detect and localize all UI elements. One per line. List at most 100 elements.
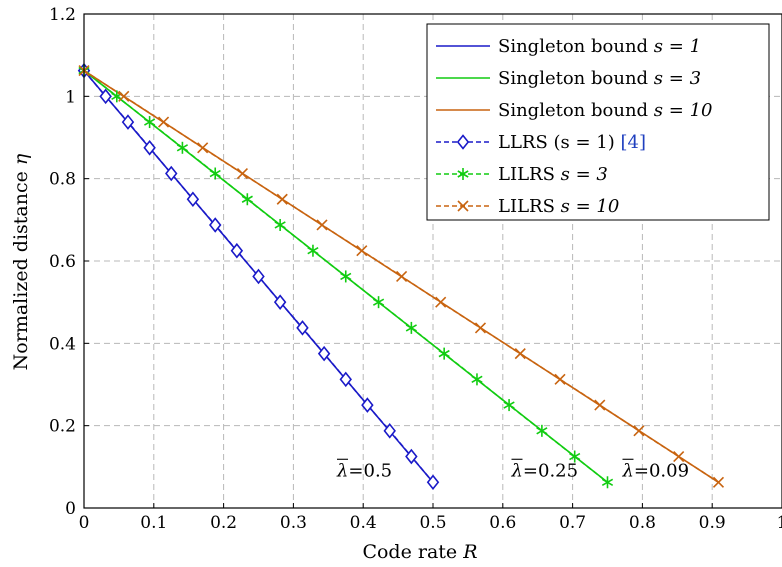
cross-stroke bbox=[158, 116, 170, 128]
data-point bbox=[143, 140, 156, 156]
diamond-marker-shape bbox=[383, 423, 396, 439]
series-line bbox=[83, 70, 434, 483]
y-tick-label: 1.2 bbox=[49, 5, 76, 25]
y-tick-label: 0 bbox=[65, 499, 76, 519]
data-point bbox=[276, 193, 288, 205]
legend-entry: LILRS s = 10 bbox=[436, 196, 619, 217]
lambda-symbol: λ bbox=[511, 460, 523, 481]
asterisk-stroke bbox=[405, 324, 417, 332]
x-tick-label: 0.5 bbox=[419, 513, 446, 533]
legend-label-name: LLRS (s = 1) bbox=[498, 132, 615, 153]
y-axis-label: Normalized distance η bbox=[10, 153, 32, 370]
data-point bbox=[317, 345, 331, 362]
lambda-symbol: λ bbox=[621, 460, 633, 481]
cross-stroke bbox=[316, 219, 328, 231]
lambda-value: =0.09 bbox=[634, 460, 689, 481]
cross-stroke bbox=[514, 348, 526, 360]
data-point bbox=[274, 218, 286, 231]
legend-label-name: Singleton bound bbox=[498, 36, 648, 57]
data-point bbox=[514, 348, 526, 360]
asterisk-stroke bbox=[601, 478, 614, 486]
data-point bbox=[197, 142, 209, 154]
legend-label-var: s = 3 bbox=[648, 68, 701, 89]
data-point bbox=[569, 450, 581, 463]
diamond-marker-shape bbox=[296, 320, 309, 336]
cross-stroke bbox=[474, 322, 487, 334]
data-point bbox=[144, 116, 156, 129]
data-point bbox=[426, 474, 440, 491]
diamond-marker-shape bbox=[165, 165, 178, 182]
diamond-marker-shape bbox=[252, 268, 265, 285]
x-tick-label: 0.8 bbox=[629, 513, 656, 533]
data-point bbox=[165, 165, 178, 182]
x-tick-label: 0.9 bbox=[699, 513, 726, 533]
y-tick-label: 0.8 bbox=[49, 170, 76, 190]
plot-series bbox=[77, 62, 725, 491]
x-tick-label: 0.7 bbox=[559, 513, 586, 533]
diamond-marker-shape bbox=[456, 134, 470, 150]
x-tick-label: 0 bbox=[79, 513, 90, 533]
asterisk-stroke bbox=[340, 272, 352, 281]
data-point bbox=[230, 242, 244, 259]
diamond-marker-shape bbox=[317, 345, 331, 362]
x-tick-label: 0.1 bbox=[140, 513, 167, 533]
data-point bbox=[383, 423, 396, 439]
legend-label-name: Singleton bound bbox=[498, 100, 648, 121]
cross-stroke bbox=[457, 200, 469, 212]
legend-label: Singleton bound s = 10 bbox=[498, 100, 712, 121]
legend-entry: Singleton bound s = 10 bbox=[436, 100, 712, 121]
data-point bbox=[118, 90, 130, 102]
annotations: λ=0.5 λ=0.25 λ=0.09 bbox=[336, 458, 689, 481]
data-point bbox=[438, 347, 450, 360]
data-point bbox=[209, 167, 221, 180]
legend-label-ref: [4] bbox=[615, 132, 646, 153]
asterisk-stroke bbox=[307, 247, 319, 255]
diamond-marker-shape bbox=[121, 114, 135, 130]
diamond-marker-shape bbox=[339, 371, 352, 388]
data-point bbox=[339, 371, 352, 388]
x-tick-label: 0.3 bbox=[280, 513, 307, 533]
lambda-value: =0.5 bbox=[348, 460, 392, 481]
data-point bbox=[673, 450, 685, 463]
asterisk-stroke bbox=[457, 170, 469, 178]
x-axis-label: Code rate R bbox=[362, 541, 477, 563]
data-point bbox=[633, 425, 645, 437]
cross-stroke bbox=[356, 245, 368, 257]
data-point bbox=[356, 245, 368, 257]
legend-entry: Singleton bound s = 1 bbox=[436, 36, 701, 57]
legend-label: Singleton bound s = 1 bbox=[498, 36, 701, 57]
data-point bbox=[296, 320, 309, 336]
data-point bbox=[208, 217, 222, 233]
x-tick-label: 0.4 bbox=[350, 513, 377, 533]
lambda-annotation: λ=0.5 bbox=[336, 460, 392, 481]
data-point bbox=[186, 191, 200, 208]
diamond-marker-shape bbox=[230, 242, 244, 259]
axis-ticks: 0 0.1 0.2 0.3 0.4 0.5 0.6 0.7 0.8 0.9 1 0 0.2 0.4 0.6 0… bbox=[49, 5, 782, 533]
cross-stroke bbox=[712, 476, 725, 488]
data-point bbox=[435, 296, 447, 308]
cross-stroke bbox=[197, 142, 209, 154]
data-point bbox=[273, 294, 287, 310]
diamond-marker-shape bbox=[186, 191, 200, 208]
y-tick-label: 0.4 bbox=[49, 334, 76, 354]
diamond-marker-shape bbox=[143, 140, 156, 156]
data-point bbox=[405, 448, 418, 465]
data-point bbox=[503, 399, 515, 412]
legend-entry: LILRS s = 3 bbox=[436, 164, 608, 185]
asterisk-stroke bbox=[438, 349, 450, 358]
diamond-marker-shape bbox=[405, 448, 418, 465]
legend-label: LILRS s = 10 bbox=[498, 196, 619, 217]
legend-label-name: LILRS bbox=[498, 196, 555, 217]
asterisk-stroke bbox=[569, 452, 581, 461]
legend-label-var: s = 10 bbox=[555, 196, 619, 217]
data-point bbox=[405, 321, 417, 334]
cross-stroke bbox=[276, 193, 288, 205]
cross-stroke bbox=[396, 270, 408, 283]
cross-stroke bbox=[554, 373, 566, 385]
asterisk-stroke bbox=[111, 92, 123, 101]
data-point bbox=[372, 296, 385, 309]
lambda-symbol: λ bbox=[336, 460, 348, 481]
data-point bbox=[121, 114, 135, 130]
data-point bbox=[396, 270, 408, 283]
diamond-marker-shape bbox=[273, 294, 287, 310]
